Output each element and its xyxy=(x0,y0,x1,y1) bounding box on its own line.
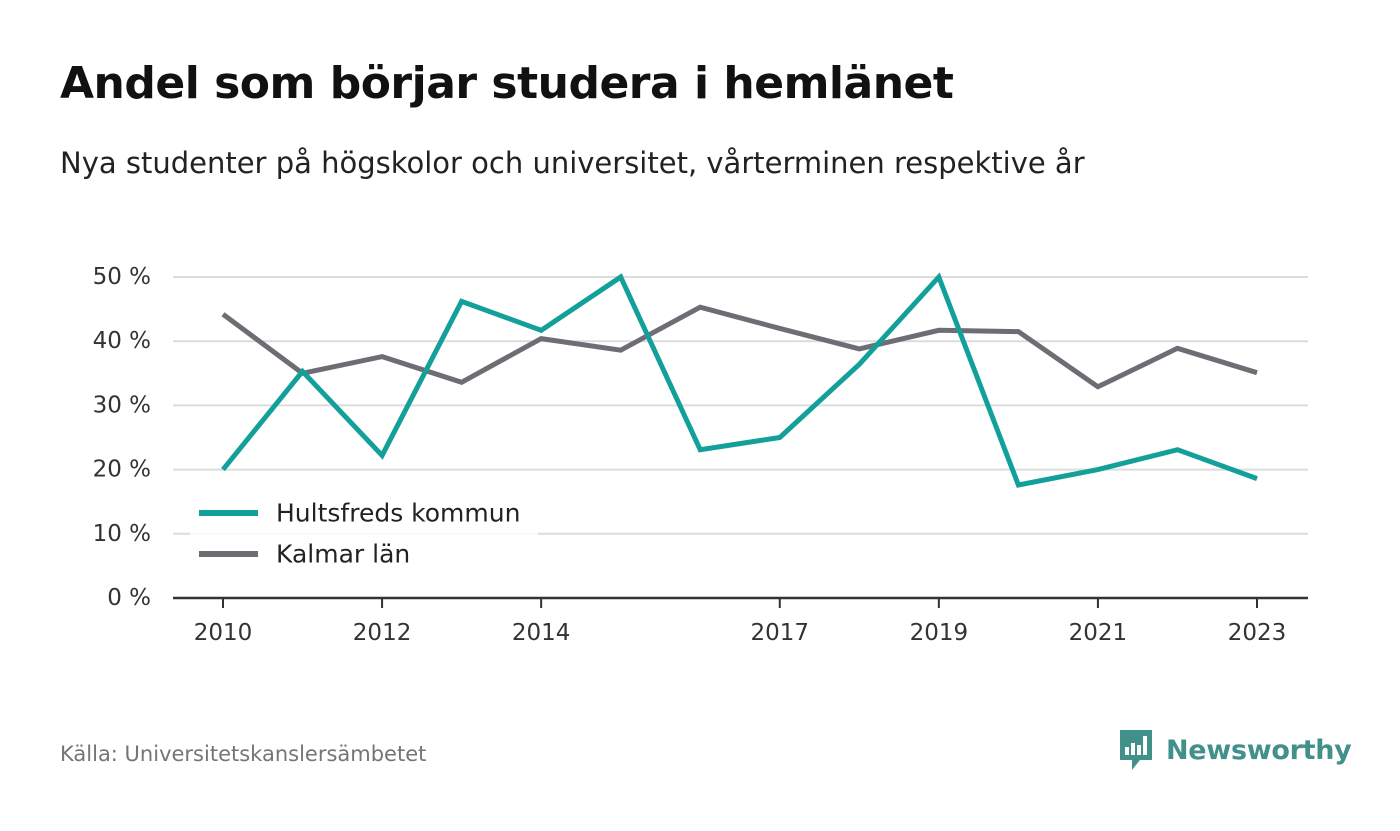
legend-label: Hultsfreds kommun xyxy=(276,499,520,528)
legend-label: Kalmar län xyxy=(276,540,410,569)
chart-subtitle: Nya studenter på högskolor och universit… xyxy=(60,146,1085,180)
x-tick-label: 2019 xyxy=(910,620,969,646)
legend-background xyxy=(190,492,538,576)
series-line-kalmar-län xyxy=(221,304,1258,390)
x-axis-tick-labels: 2010 2012 2014 2017 2019 2021 2023 xyxy=(194,620,1287,646)
x-tick-label: 2017 xyxy=(750,620,809,646)
y-tick-label: 10 % xyxy=(93,521,151,547)
chart-title: Andel som börjar studera i hemlänet xyxy=(60,58,954,109)
series-lines xyxy=(221,272,1258,488)
legend: Hultsfreds kommun Kalmar län xyxy=(190,492,538,576)
y-tick-label: 20 % xyxy=(93,457,151,483)
y-axis-tick-labels: 0 % 10 % 20 % 30 % 40 % 50 % xyxy=(93,264,151,611)
line-chart: 0 % 10 % 20 % 30 % 40 % 50 % 2010 2012 2014 2017… xyxy=(93,264,1308,646)
y-tick-label: 50 % xyxy=(93,264,151,290)
series-line-hultsfreds-kommun xyxy=(221,272,1258,488)
x-tick-label: 2012 xyxy=(353,620,412,646)
x-tick-label: 2014 xyxy=(512,620,571,646)
x-tick-label: 2021 xyxy=(1069,620,1128,646)
y-tick-label: 30 % xyxy=(93,392,151,418)
y-tick-label: 0 % xyxy=(107,585,151,611)
y-tick-label: 40 % xyxy=(93,328,151,354)
brand-logo: Newsworthy xyxy=(1118,728,1352,772)
source-note: Källa: Universitetskanslersämbetet xyxy=(60,742,427,766)
x-tick-label: 2023 xyxy=(1228,620,1287,646)
brand-name: Newsworthy xyxy=(1166,734,1352,766)
x-tick-label: 2010 xyxy=(194,620,253,646)
newsworthy-logo-icon xyxy=(1120,730,1152,770)
x-axis xyxy=(173,596,1308,608)
